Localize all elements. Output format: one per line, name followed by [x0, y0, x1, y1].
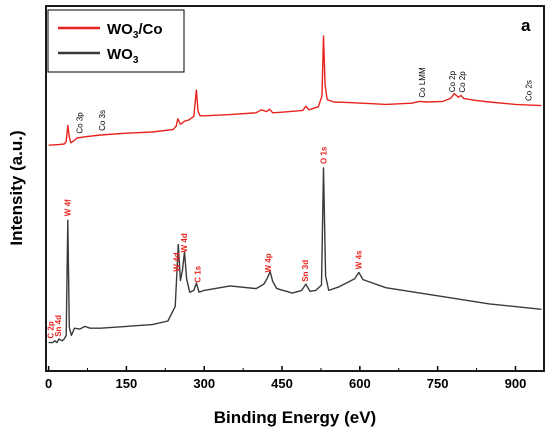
panel-letter: a [521, 16, 531, 35]
peak-label: W 4d [180, 233, 189, 252]
x-tick-label: 450 [271, 376, 293, 391]
peak-label: W 4s [354, 250, 363, 269]
series-line-wo3 [48, 167, 542, 344]
x-tick-label: 150 [116, 376, 138, 391]
x-axis-title: Binding Energy (eV) [214, 408, 376, 427]
legend-label-wo3: WO3 [107, 46, 139, 66]
legend-label-wo3-co-part2: /Co [138, 21, 162, 38]
y-axis-title: Intensity (a.u.) [7, 130, 26, 245]
x-tick-label: 0 [45, 376, 52, 391]
peak-label: W 4d [173, 252, 182, 271]
peak-label: C 1s [194, 265, 203, 282]
plot-frame [45, 5, 545, 372]
peak-label: Co 3s [98, 110, 107, 131]
x-tick-label: 750 [427, 376, 449, 391]
legend-box [47, 9, 185, 73]
peak-label: Sn 3d [301, 260, 310, 282]
x-tick-label: 600 [349, 376, 371, 391]
legend-label-wo3-co-part1: WO [107, 21, 133, 38]
peak-label: W 4f [63, 199, 72, 216]
legend: WO3/Co WO3 [47, 9, 185, 73]
peak-label: Co 3p [76, 112, 85, 134]
peak-label: C 2p [47, 321, 56, 338]
peak-label: Co 2s [524, 80, 533, 101]
peak-label: Co LMM [418, 67, 427, 98]
series-lines [48, 35, 542, 344]
peak-label: Co 2p [458, 71, 467, 93]
series-line-wo3-co [48, 35, 542, 146]
x-tick-label: 900 [505, 376, 527, 391]
peak-label: Co 2p [448, 70, 457, 92]
legend-label-wo3-sub: 3 [133, 55, 139, 66]
legend-label-wo3-co: WO3/Co [107, 21, 163, 41]
peak-label: O 1s [320, 146, 329, 164]
x-ticks: 0 150 300 450 600 750 900 [45, 366, 526, 391]
x-tick-label: 300 [193, 376, 215, 391]
peak-label: W 4p [264, 253, 273, 272]
legend-label-wo3-co-sub: 3 [133, 30, 139, 41]
peak-label: Sn 4d [54, 315, 63, 337]
legend-label-wo3-part1: WO [107, 46, 133, 63]
